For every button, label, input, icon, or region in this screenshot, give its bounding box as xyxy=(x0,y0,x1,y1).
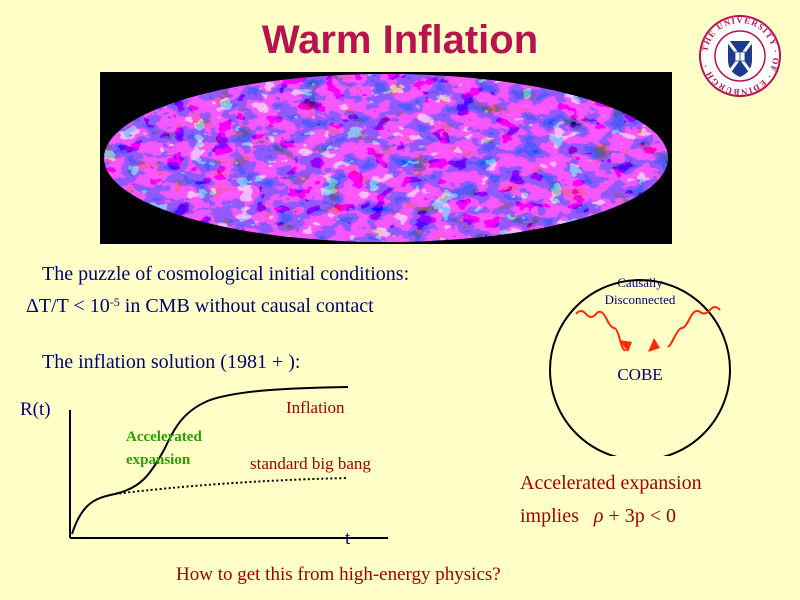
inflation-solution-heading: The inflation solution (1981 + ): xyxy=(42,351,301,373)
scale-factor-graph: R(t) t Inflation Accelerated expansion s… xyxy=(20,386,388,549)
left-arrow-head xyxy=(619,340,632,352)
inflation-label: Inflation xyxy=(286,398,345,417)
accelerated-expansion-line: Accelerated expansion xyxy=(520,472,702,494)
delta-t-suffix: in CMB without causal contact xyxy=(119,295,374,317)
y-axis-label: R(t) xyxy=(20,399,51,420)
causal-disconnection-diagram: Causally Disconnected COBE xyxy=(549,275,731,456)
exponent: -5 xyxy=(109,295,120,309)
delta-t-prefix: ΔT/T < 10 xyxy=(26,295,110,317)
condition-suffix: + 3p < 0 xyxy=(603,505,677,527)
right-wavy-arrow xyxy=(667,306,721,348)
cmb-sky-map xyxy=(100,72,672,244)
right-arrow-head xyxy=(648,338,660,352)
university-of-edinburgh-logo: THE UNIVERSITY · OF · EDINBURGH · xyxy=(699,15,781,97)
energy-condition-line: implies ρ + 3p < 0 xyxy=(520,505,676,528)
inflation-curve xyxy=(71,386,349,535)
causally-label: Causally xyxy=(617,275,663,290)
x-axis-label: t xyxy=(345,528,351,549)
puzzle-line-1: The puzzle of cosmological initial condi… xyxy=(42,263,410,285)
page-title: Warm Inflation xyxy=(261,18,539,62)
left-wavy-arrow xyxy=(575,310,627,352)
accelerated-label-1: Accelerated xyxy=(126,429,202,445)
cobe-label: COBE xyxy=(617,365,662,384)
accelerated-label-2: expansion xyxy=(126,452,191,468)
closing-question: How to get this from high-energy physics… xyxy=(176,564,501,585)
disconnected-label: Disconnected xyxy=(605,292,676,307)
standard-big-bang-curve xyxy=(114,477,349,495)
horizon-circle xyxy=(549,279,731,456)
rho-symbol: ρ xyxy=(593,505,604,527)
puzzle-line-2: ΔT/T < 10-5 in CMB without causal contac… xyxy=(26,295,374,318)
standard-big-bang-label: standard big bang xyxy=(250,454,371,473)
implies-word: implies xyxy=(520,505,579,527)
